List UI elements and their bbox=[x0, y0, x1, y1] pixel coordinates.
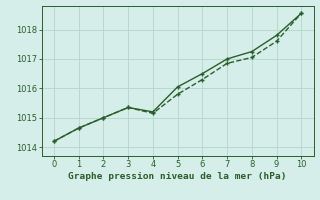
X-axis label: Graphe pression niveau de la mer (hPa): Graphe pression niveau de la mer (hPa) bbox=[68, 172, 287, 181]
